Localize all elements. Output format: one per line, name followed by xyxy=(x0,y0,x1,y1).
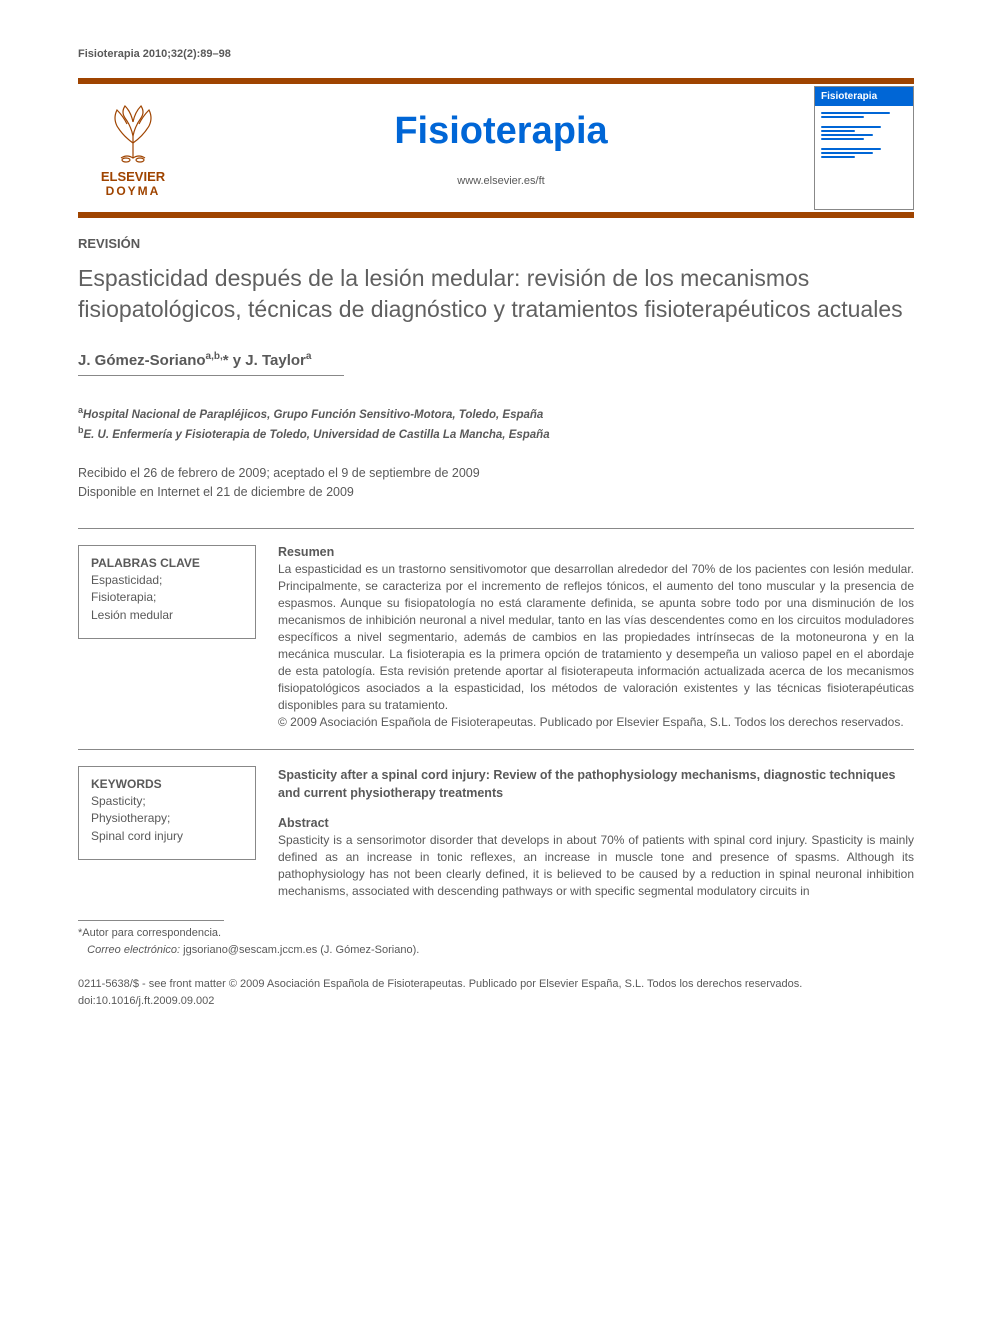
journal-cover-thumbnail: Fisioterapia xyxy=(814,86,914,210)
footer-doi: doi:10.1016/j.ft.2009.09.002 xyxy=(78,995,214,1007)
footer-copyright: 0211-5638/$ - see front matter © 2009 As… xyxy=(78,976,914,1009)
keywords-en-box: KEYWORDS Spasticity; Physiotherapy; Spin… xyxy=(78,766,256,860)
section-label: REVISIÓN xyxy=(78,236,914,251)
online-date: Disponible en Internet el 21 de diciembr… xyxy=(78,485,354,499)
citation: Fisioterapia 2010;32(2):89–98 xyxy=(78,48,914,60)
correspondence: *Autor para correspondencia. Correo elec… xyxy=(78,925,914,958)
affiliations: aHospital Nacional de Parapléjicos, Grup… xyxy=(78,404,914,444)
abstract-en-col: Spasticity after a spinal cord injury: R… xyxy=(278,766,914,900)
abstract-en-title: Spasticity after a spinal cord injury: R… xyxy=(278,766,914,802)
abstract-es-copyright: © 2009 Asociación Española de Fisioterap… xyxy=(278,714,914,731)
abstract-es-row: PALABRAS CLAVE Espasticidad; Fisioterapi… xyxy=(78,545,914,731)
keywords-en-items: Spasticity; Physiotherapy; Spinal cord i… xyxy=(91,793,243,845)
article-dates: Recibido el 26 de febrero de 2009; acept… xyxy=(78,464,914,502)
journal-title: Fisioterapia xyxy=(188,110,814,153)
journal-title-block: Fisioterapia www.elsevier.es/ft xyxy=(188,110,814,187)
received-accepted: Recibido el 26 de febrero de 2009; acept… xyxy=(78,466,480,480)
journal-url[interactable]: www.elsevier.es/ft xyxy=(188,175,814,187)
divider-2 xyxy=(78,749,914,750)
email-label: Correo electrónico: xyxy=(87,944,180,956)
abstract-en-body: Spasticity is a sensorimotor disorder th… xyxy=(278,832,914,900)
abstract-en-head: Abstract xyxy=(278,816,914,830)
publisher-logo: ELSEVIER DOYMA xyxy=(78,98,188,198)
keywords-es-head: PALABRAS CLAVE xyxy=(91,556,243,570)
publisher-name-1: ELSEVIER xyxy=(101,170,165,184)
publisher-name-2: DOYMA xyxy=(106,184,161,198)
divider-1 xyxy=(78,528,914,529)
correspondence-email[interactable]: jgsoriano@sescam.jccm.es (J. Gómez-Soria… xyxy=(183,944,419,956)
affil-a: Hospital Nacional de Parapléjicos, Grupo… xyxy=(83,409,543,421)
elsevier-tree-icon xyxy=(103,98,163,168)
abstract-en-row: KEYWORDS Spasticity; Physiotherapy; Spin… xyxy=(78,766,914,900)
cover-title: Fisioterapia xyxy=(815,87,913,106)
footnote-rule xyxy=(78,920,224,921)
affil-b: E. U. Enfermería y Fisioterapia de Toled… xyxy=(84,429,550,441)
keywords-es-box: PALABRAS CLAVE Espasticidad; Fisioterapi… xyxy=(78,545,256,639)
correspondence-label: *Autor para correspondencia. xyxy=(78,927,221,939)
authors: J. Gómez-Sorianoa,b,* y J. Taylora xyxy=(78,351,914,369)
keywords-en-head: KEYWORDS xyxy=(91,777,243,791)
abstract-es-col: Resumen La espasticidad es un trastorno … xyxy=(278,545,914,731)
footer-line1: 0211-5638/$ - see front matter © 2009 As… xyxy=(78,978,802,990)
abstract-es-body: La espasticidad es un trastorno sensitiv… xyxy=(278,561,914,714)
abstract-es-head: Resumen xyxy=(278,545,914,559)
article-title: Espasticidad después de la lesión medula… xyxy=(78,263,914,325)
journal-header: ELSEVIER DOYMA Fisioterapia www.elsevier… xyxy=(78,78,914,218)
author-rule xyxy=(78,375,344,376)
keywords-es-items: Espasticidad; Fisioterapia; Lesión medul… xyxy=(91,572,243,624)
